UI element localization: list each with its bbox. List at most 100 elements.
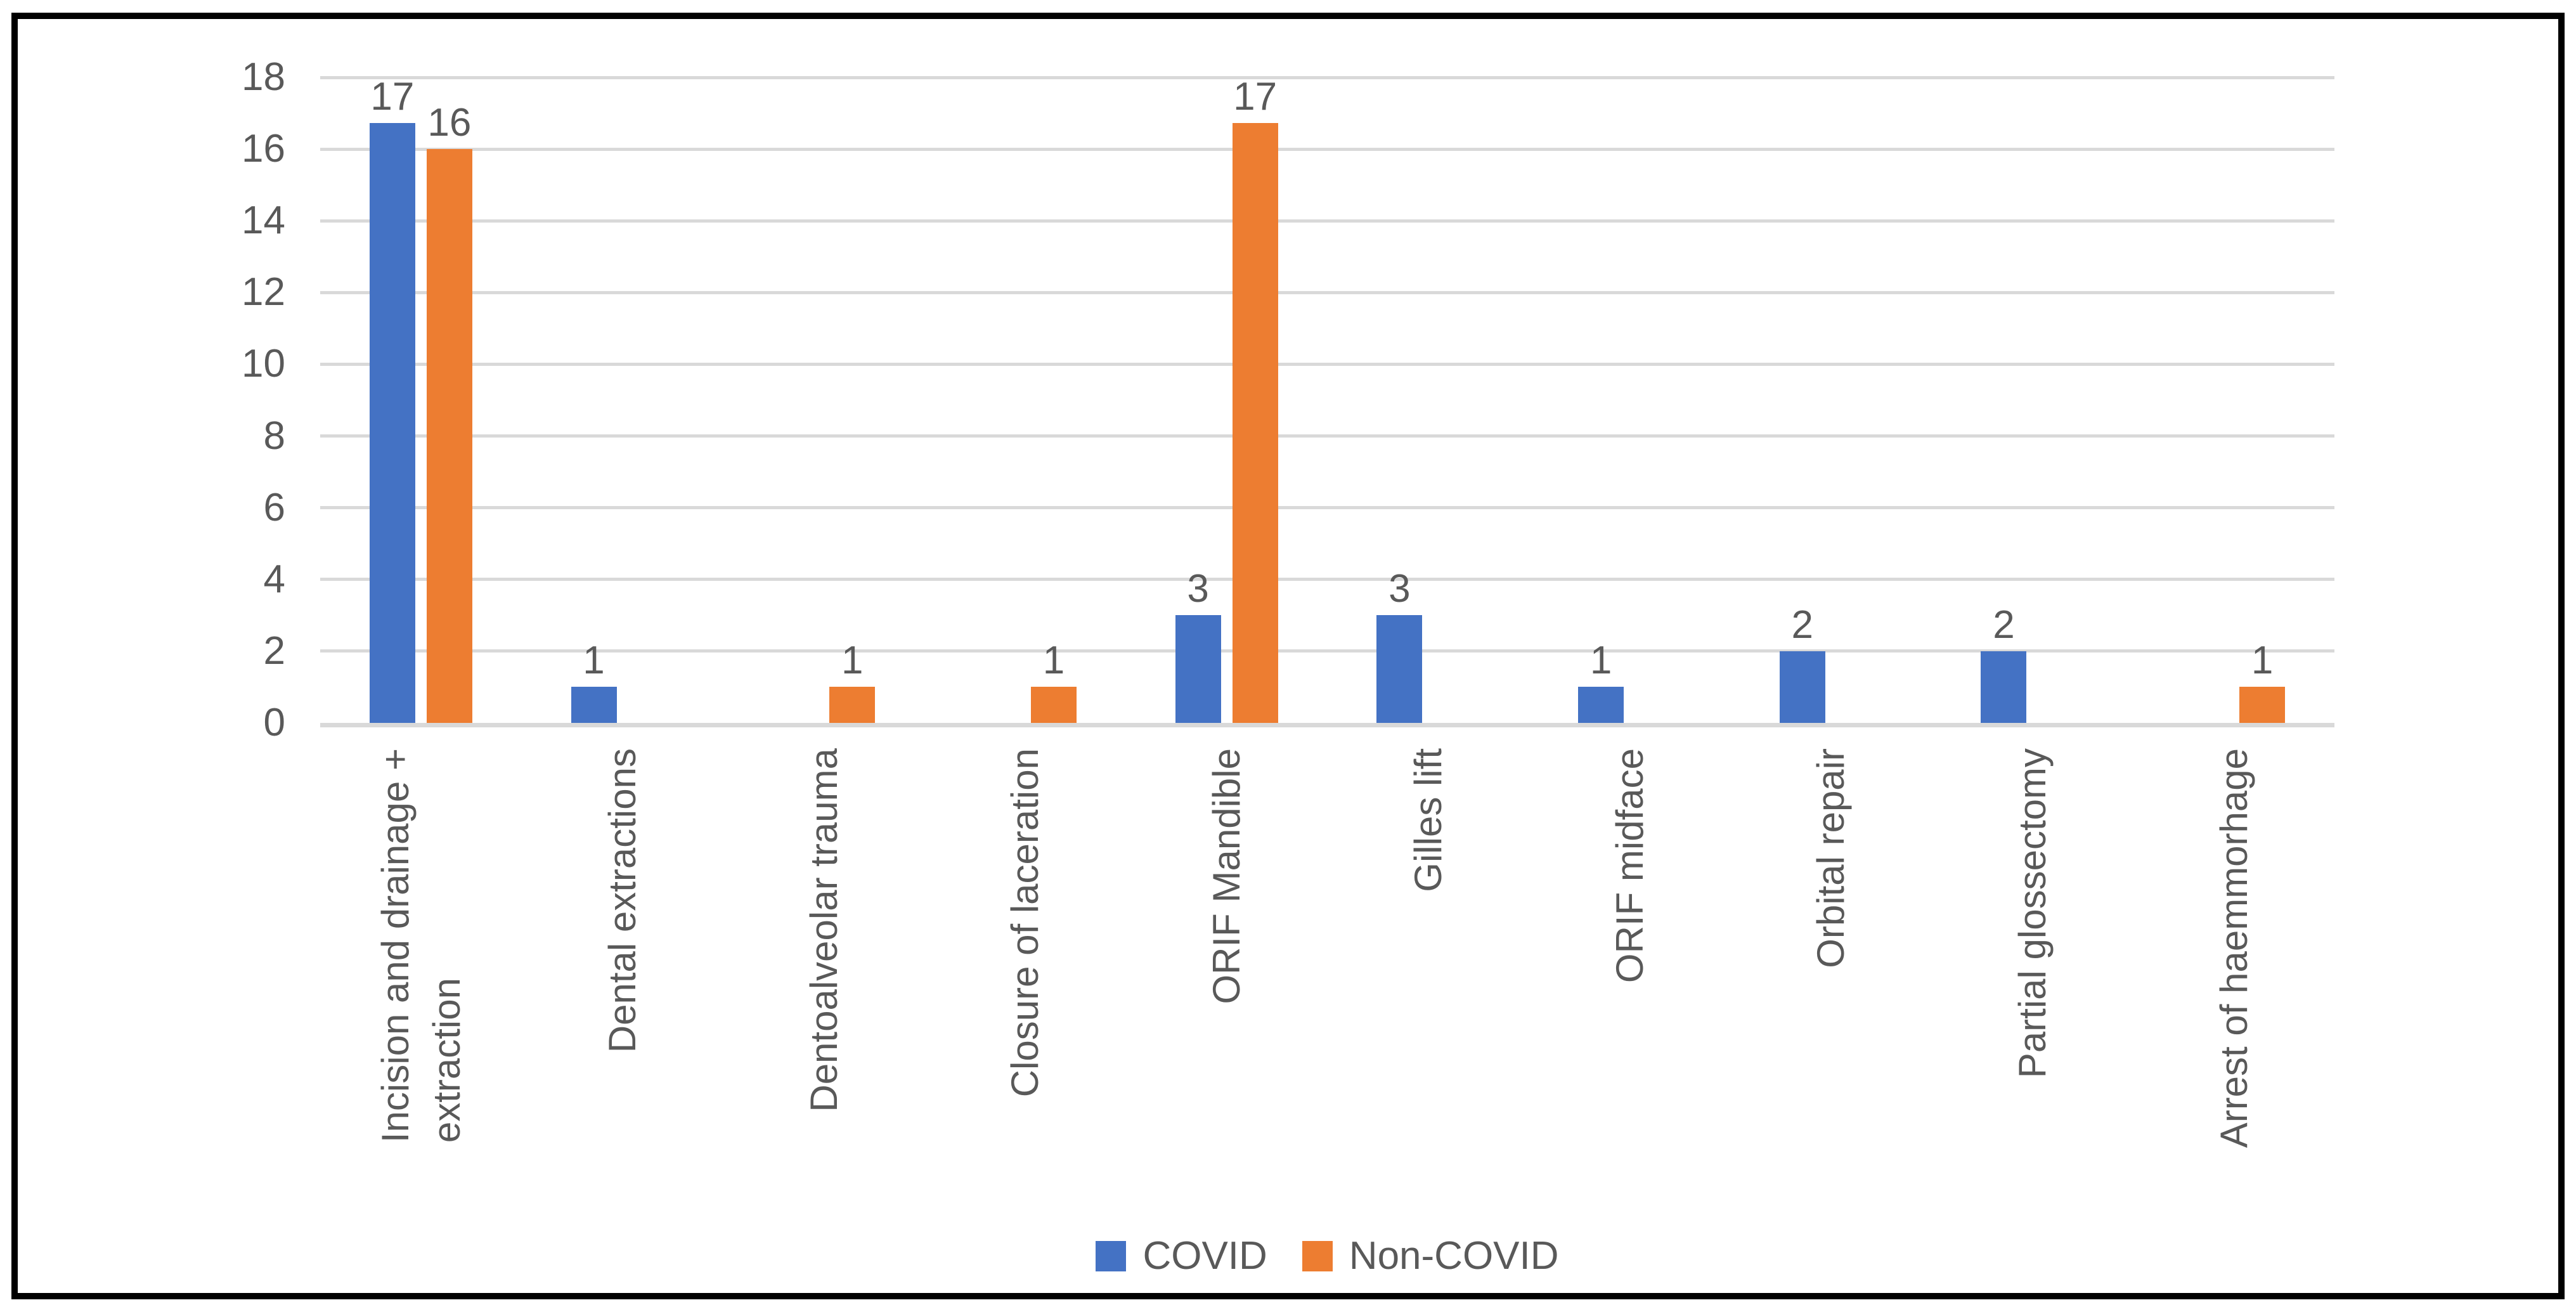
bar (1232, 123, 1278, 723)
x-axis-label: Dentoalveolar trauma (802, 748, 845, 1112)
bar (571, 687, 617, 723)
x-axis-label-cell: Partial glossectomy (1932, 748, 2133, 1192)
data-label: 3 (1388, 567, 1411, 611)
data-label: 3 (1187, 567, 1209, 611)
x-axis-label-cell: Gilles lift (1328, 748, 1529, 1192)
category-group: 1 (924, 77, 1126, 723)
category-group: 1 (2133, 77, 2334, 723)
y-axis-tick-label: 18 (242, 55, 285, 99)
bar (1981, 651, 2027, 723)
x-axis-label: Partial glossectomy (2010, 748, 2054, 1079)
y-axis-tick-label: 14 (242, 198, 285, 243)
bar (369, 123, 415, 723)
bar (1779, 651, 1825, 723)
y-axis: 0 2 4 6 8 10 12 14 16 18 (18, 55, 285, 744)
x-axis-label: Incision and drainage + extraction (373, 748, 468, 1143)
y-axis-tick-label: 16 (242, 127, 285, 171)
category-group: 1 (522, 77, 723, 723)
x-axis-label: ORIF midface (1608, 748, 1651, 984)
bar (1030, 687, 1077, 723)
series-slot (974, 77, 1019, 723)
x-axis-labels: Incision and drainage + extraction Dental… (320, 748, 2334, 1192)
data-label: 1 (1589, 639, 1612, 683)
y-axis-tick-label: 10 (242, 342, 285, 386)
category-group: 3 (1328, 77, 1529, 723)
category-group: 17 16 (320, 77, 522, 723)
x-axis-label-cell: Orbital repair (1730, 748, 1932, 1192)
series-slot: 17 (369, 75, 415, 723)
data-label: 1 (2251, 639, 2274, 683)
bar (426, 149, 472, 723)
legend-item: COVID (1096, 1237, 1267, 1276)
series-slot (628, 77, 674, 723)
gridline (320, 219, 2334, 223)
gridline (320, 649, 2334, 653)
x-axis-label: Arrest of haemmorhage (2212, 748, 2255, 1148)
series-slot (1837, 77, 1882, 723)
x-axis-label-cell: Arrest of haemmorhage (2133, 748, 2334, 1192)
x-axis-label-cell: Closure of laceration (924, 748, 1126, 1192)
y-axis-tick-label: 6 (263, 485, 285, 529)
gridline (320, 75, 2334, 79)
data-label: 17 (370, 75, 415, 119)
legend-label: COVID (1142, 1234, 1267, 1278)
bar (2239, 687, 2286, 723)
data-label: 2 (1993, 602, 2015, 647)
series-slot: 2 (1981, 77, 2027, 723)
y-axis-tick-label: 2 (263, 628, 285, 673)
x-axis-label-cell: ORIF midface (1529, 748, 1730, 1192)
y-axis-tick-label: 4 (263, 557, 285, 601)
series-slot: 1 (1030, 77, 1077, 723)
x-axis-label-cell: Incision and drainage + extraction (320, 748, 522, 1192)
bars-layer: 17 16 1 1 1 3 17 3 1 2 2 1 (320, 77, 2334, 723)
data-label: 2 (1791, 602, 1813, 647)
x-axis-label: Gilles lift (1406, 748, 1449, 892)
chart-frame: 0 2 4 6 8 10 12 14 16 18 17 16 1 1 1 3 17 3 1 2 2 1 Incision… (11, 13, 2565, 1299)
legend-swatch (1096, 1241, 1127, 1271)
gridline (320, 362, 2334, 366)
legend-label: Non-COVID (1349, 1234, 1559, 1278)
bar (1578, 687, 1624, 723)
category-group: 1 (723, 77, 924, 723)
category-group: 1 (1529, 77, 1730, 723)
x-axis-label: Orbital repair (1809, 748, 1853, 968)
series-slot: 1 (571, 77, 617, 723)
series-slot (1635, 77, 1681, 723)
gridline (320, 147, 2334, 151)
x-axis-label-cell: Dental extractions (522, 748, 723, 1192)
category-group: 2 (1730, 77, 1932, 723)
legend: COVID Non-COVID (320, 1237, 2334, 1276)
series-slot: 3 (1376, 77, 1423, 723)
legend-swatch (1302, 1241, 1333, 1271)
category-group: 3 17 (1126, 77, 1328, 723)
gridline (320, 506, 2334, 510)
y-axis-tick-label: 12 (242, 270, 285, 315)
data-label: 17 (1233, 75, 1278, 119)
series-slot: 16 (426, 77, 472, 723)
gridline (320, 290, 2334, 294)
y-axis-tick-label: 8 (263, 413, 285, 458)
data-label: 1 (583, 639, 605, 683)
x-axis-label: ORIF Mandible (1205, 748, 1248, 1004)
gridline (320, 578, 2334, 581)
legend-item: Non-COVID (1302, 1237, 1559, 1276)
x-axis-label-cell: ORIF Mandible (1126, 748, 1328, 1192)
data-label: 16 (427, 101, 472, 145)
series-slot (1434, 77, 1479, 723)
x-axis-label: Closure of laceration (1004, 748, 1047, 1098)
gridline (320, 434, 2334, 438)
plot-area: 17 16 1 1 1 3 17 3 1 2 2 1 (320, 75, 2334, 727)
bar (1175, 615, 1221, 723)
x-axis-label-cell: Dentoalveolar trauma (723, 748, 924, 1192)
series-slot (2182, 77, 2228, 723)
series-slot: 3 (1175, 77, 1221, 723)
series-slot: 1 (829, 77, 876, 723)
series-slot: 1 (1578, 77, 1624, 723)
series-slot: 2 (1779, 77, 1825, 723)
bar (829, 687, 876, 723)
category-group: 2 (1932, 77, 2133, 723)
data-label: 1 (841, 639, 864, 683)
data-label: 1 (1042, 639, 1065, 683)
series-slot: 17 (1232, 75, 1278, 723)
series-slot (772, 77, 818, 723)
